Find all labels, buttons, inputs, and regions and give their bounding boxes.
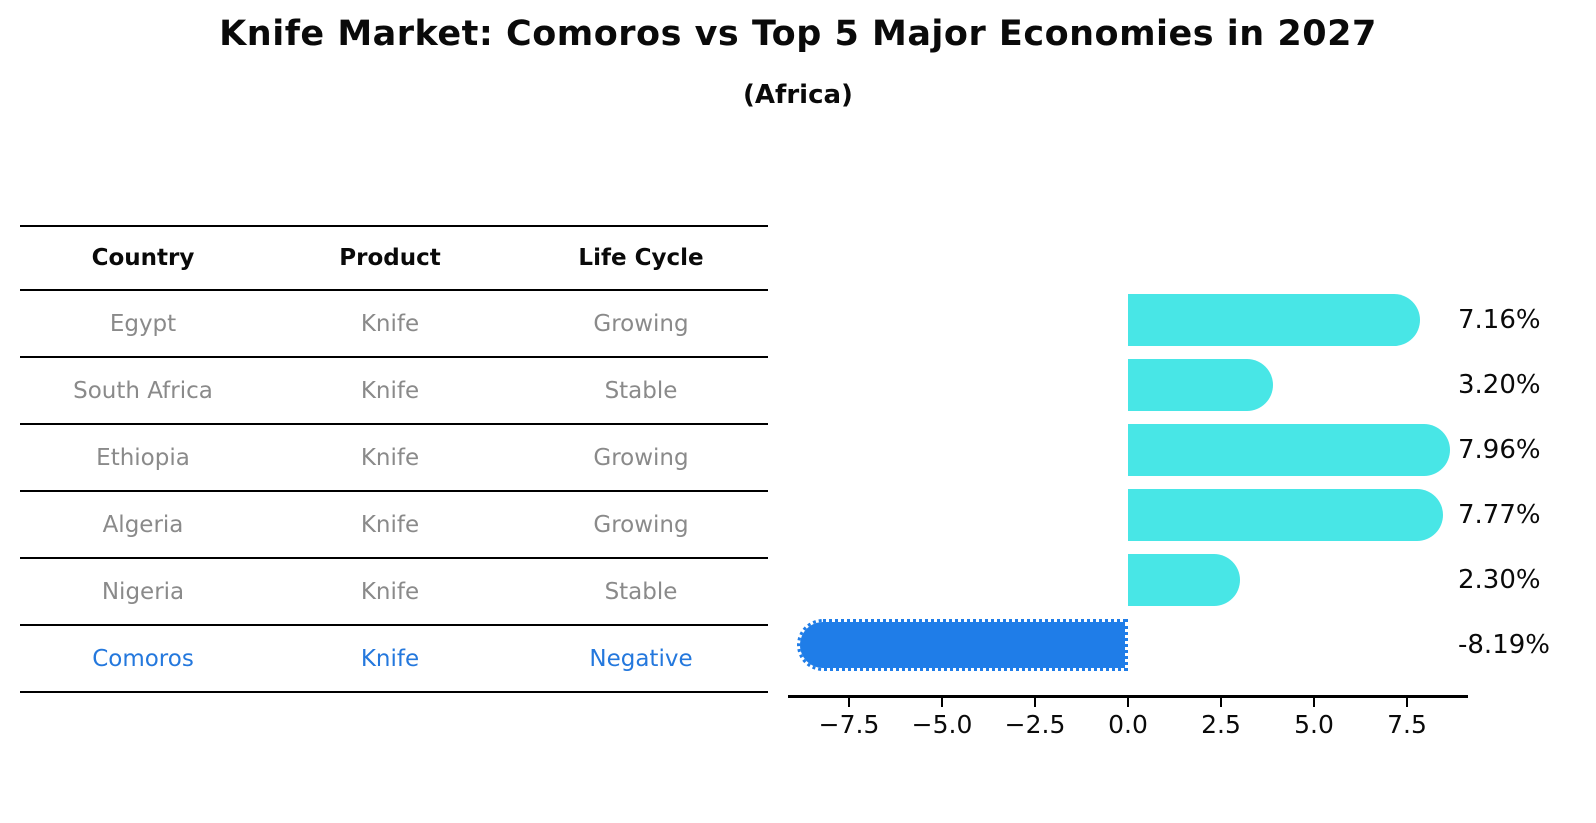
- column-header: Life Cycle: [578, 245, 704, 271]
- cell-lifecycle: Stable: [604, 578, 678, 605]
- cell-lifecycle: Growing: [593, 310, 689, 337]
- x-axis-tick-label: 0.0: [1108, 710, 1148, 739]
- cell-country: Egypt: [109, 310, 177, 337]
- cell-product: Knife: [360, 444, 420, 471]
- x-axis-tick: [1034, 698, 1036, 707]
- x-axis-tick: [1312, 698, 1315, 707]
- bar-egypt: [1128, 294, 1421, 346]
- x-axis-tick: [1219, 698, 1222, 707]
- page-title: Knife Market: Comoros vs Top 5 Major Eco…: [219, 14, 1377, 54]
- value-label: 7.77%: [1458, 500, 1541, 530]
- column-header: Country: [91, 245, 195, 271]
- comparison-table: Country Product Life Cycle Egypt Knife Growin…: [20, 225, 768, 693]
- value-label: 2.30%: [1458, 565, 1541, 595]
- table-row: Comoros Knife Negative: [20, 624, 768, 691]
- table-row: Egypt Knife Growing: [20, 289, 768, 356]
- x-axis-tick-label: −5.0: [911, 710, 973, 739]
- x-axis-tick: [1405, 698, 1408, 707]
- cell-lifecycle: Growing: [593, 511, 689, 538]
- cell-product: Knife: [360, 310, 420, 337]
- value-label: 7.16%: [1458, 305, 1541, 335]
- x-axis-tick-label: −2.5: [1004, 710, 1066, 739]
- x-axis-tick-label: 5.0: [1294, 710, 1334, 739]
- cell-country: Nigeria: [101, 578, 185, 605]
- cell-country: Algeria: [102, 511, 184, 538]
- bar-comoros: [797, 619, 1128, 671]
- x-axis-tick-label: 7.5: [1387, 710, 1427, 739]
- cell-product: Knife: [360, 377, 420, 404]
- page-subtitle: (Africa): [743, 80, 853, 110]
- x-axis-tick-label: 2.5: [1201, 710, 1241, 739]
- column-header: Product: [339, 245, 441, 271]
- x-axis-line: [788, 695, 1468, 698]
- bar-chart: 7.16% 3.20% 7.96% 7.77% 2.30% -8.19% −7.5 −5.0 −…: [788, 290, 1550, 760]
- x-axis-tick: [848, 698, 850, 707]
- table-row: Nigeria Knife Stable: [20, 557, 768, 624]
- cell-lifecycle: Stable: [604, 377, 678, 404]
- table-row: Algeria Knife Growing: [20, 490, 768, 557]
- x-axis-tick-label: −7.5: [818, 710, 880, 739]
- table-row: Ethiopia Knife Growing: [20, 423, 768, 490]
- cell-product: Knife: [360, 645, 420, 672]
- bar-nigeria: [1128, 554, 1240, 606]
- value-label: 3.20%: [1458, 370, 1541, 400]
- bar-algeria: [1128, 489, 1444, 541]
- cell-lifecycle: Growing: [593, 444, 689, 471]
- cell-product: Knife: [360, 511, 420, 538]
- x-axis-tick: [1127, 698, 1129, 707]
- bar-south-africa: [1128, 359, 1274, 411]
- cell-country: Ethiopia: [96, 444, 190, 471]
- cell-product: Knife: [360, 578, 420, 605]
- table-header-row: Country Product Life Cycle: [20, 225, 768, 289]
- value-label: -8.19%: [1458, 630, 1550, 660]
- cell-lifecycle: Negative: [589, 645, 693, 672]
- cell-country: Comoros: [92, 645, 194, 672]
- value-label: 7.96%: [1458, 435, 1541, 465]
- x-axis-tick: [941, 698, 943, 707]
- table-row: South Africa Knife Stable: [20, 356, 768, 423]
- bar-ethiopia: [1128, 424, 1451, 476]
- cell-country: South Africa: [73, 377, 213, 404]
